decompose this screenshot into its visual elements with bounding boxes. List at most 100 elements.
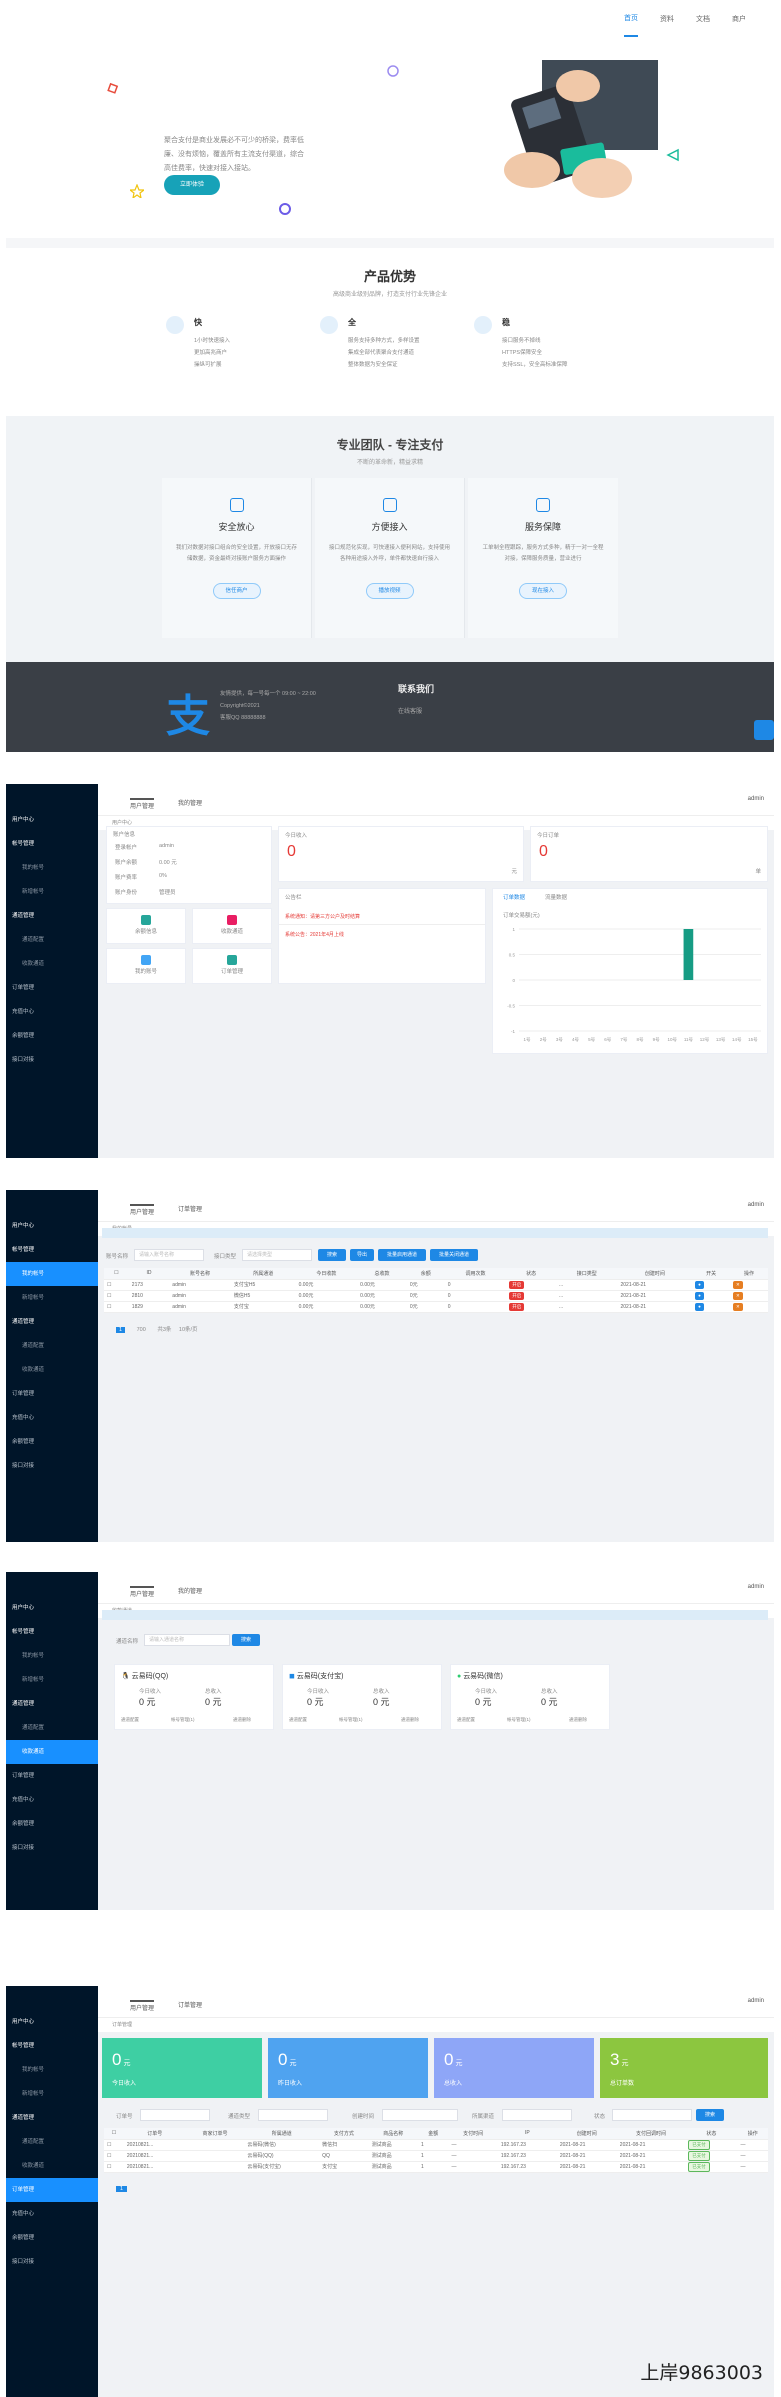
sidebar-item[interactable]: 通道配置 (22, 2139, 45, 2145)
export-button[interactable]: 导出 (350, 1249, 374, 1261)
channel-type-input[interactable] (258, 2109, 328, 2121)
sidebar-item[interactable]: 收款通道 (22, 961, 45, 967)
nav-api[interactable]: 文档 (696, 16, 710, 23)
sidebar-item[interactable]: 充值中心 (12, 1415, 35, 1421)
source-input[interactable] (502, 2109, 572, 2121)
sidebar-item[interactable]: 我的帐号 (22, 2067, 45, 2073)
pagination[interactable]: 1 (116, 2186, 128, 2192)
search-button[interactable]: 搜索 (232, 1634, 260, 1646)
user-menu[interactable]: admin (747, 1998, 764, 2004)
date-range-input[interactable] (382, 2109, 458, 2121)
notice-item[interactable]: 系统公告：2021年4月上线 (285, 932, 344, 938)
shortcut-balance[interactable]: 余额信息 (106, 908, 186, 944)
sidebar-item[interactable]: 通道管理 (12, 1319, 35, 1325)
sidebar-item-active[interactable]: 订单管理 (6, 2178, 98, 2202)
sidebar-item[interactable]: 我的帐号 (22, 1653, 45, 1659)
chat-icon[interactable] (754, 720, 774, 740)
user-menu[interactable]: admin (747, 796, 764, 802)
sidebar-item[interactable]: 我的帐号 (22, 865, 45, 871)
delete-link[interactable]: 通道删除 (401, 1717, 419, 1722)
sidebar-item-active[interactable]: 收款通道 (6, 1740, 98, 1764)
notice-item[interactable]: 系统通知：请第三方公户及时结算 (279, 905, 485, 925)
chart-tab-orders[interactable]: 订单数据 (503, 895, 526, 901)
tab-orders[interactable]: 订单管理 (178, 1207, 203, 1213)
batch-disable-button[interactable]: 批量关闭通道 (430, 1249, 478, 1261)
search-button[interactable]: 搜索 (318, 1249, 346, 1261)
sidebar-item[interactable]: 帐号管理 (12, 1247, 35, 1253)
toggle-switch[interactable]: ● (692, 1279, 731, 1291)
sidebar-item[interactable]: 通道配置 (22, 1343, 45, 1349)
sidebar-item-active[interactable]: 我的帐号 (6, 1262, 98, 1286)
sidebar-item[interactable]: 余额管理 (12, 1439, 35, 1445)
hero-try-button[interactable]: 立即体验 (164, 175, 220, 195)
row-checkbox[interactable]: ☐ (104, 2161, 124, 2173)
account-link[interactable]: 帐号管理(1) (339, 1717, 363, 1722)
tab-user[interactable]: 用户管理 (130, 1586, 155, 1598)
page-current[interactable]: 1 (116, 1327, 126, 1333)
tab-orders[interactable]: 订单管理 (178, 2003, 203, 2009)
row-actions[interactable]: — (737, 2139, 768, 2151)
page-jump[interactable]: 700 (136, 1327, 146, 1333)
user-menu[interactable]: admin (747, 1584, 764, 1590)
sidebar-item[interactable]: 用户中心 (12, 817, 35, 823)
sidebar-item[interactable]: 用户中心 (12, 2019, 35, 2025)
sidebar-item[interactable]: 接口对接 (12, 2259, 35, 2265)
account-link[interactable]: 帐号管理(1) (507, 1717, 531, 1722)
tab-user[interactable]: 用户管理 (130, 2000, 155, 2012)
order-no-input[interactable] (140, 2109, 210, 2121)
channel-name-input[interactable]: 请输入通道名称 (144, 1634, 230, 1646)
page-current[interactable]: 1 (116, 2186, 128, 2192)
tab-user[interactable]: 用户管理 (130, 1204, 155, 1216)
sidebar-item[interactable]: 帐号管理 (12, 1629, 35, 1635)
row-checkbox[interactable]: ☐ (104, 2150, 124, 2162)
sidebar-item[interactable]: 充值中心 (12, 1009, 35, 1015)
card-button[interactable]: 信任商户 (212, 583, 261, 599)
card-button[interactable]: 现在接入 (519, 583, 567, 599)
sidebar-item[interactable]: 余额管理 (12, 1821, 35, 1827)
config-link[interactable]: 通道配置 (457, 1717, 475, 1722)
type-select[interactable]: 请选择类型 (242, 1249, 312, 1261)
sidebar-item[interactable]: 通道配置 (22, 1725, 45, 1731)
sidebar-item[interactable]: 订单管理 (12, 1391, 35, 1397)
sidebar-item[interactable]: 充值中心 (12, 2211, 35, 2217)
tab-mine[interactable]: 我的管理 (178, 1589, 203, 1595)
sidebar-item[interactable]: 接口对接 (12, 1057, 35, 1063)
sidebar-item[interactable]: 通道配置 (22, 937, 45, 943)
delete-button[interactable]: ✕ (733, 1280, 743, 1289)
search-button[interactable]: 搜索 (696, 2109, 724, 2121)
sidebar-item[interactable]: 新增帐号 (22, 1295, 45, 1301)
sidebar-item[interactable]: 余额管理 (12, 1033, 35, 1039)
pagination[interactable]: 1 700 共3条 10条/页 (116, 1325, 198, 1333)
sidebar-item[interactable]: 通道管理 (12, 1701, 35, 1707)
sidebar-item[interactable]: 订单管理 (12, 1773, 35, 1779)
sidebar-item[interactable]: 通道管理 (12, 913, 35, 919)
sidebar-item[interactable]: 收款通道 (22, 1367, 45, 1373)
row-actions[interactable]: — (737, 2150, 768, 2162)
shortcut-channel[interactable]: 收款通道 (192, 908, 272, 944)
shortcut-account[interactable]: 我的账号 (106, 948, 186, 984)
page-size-select[interactable]: 10条/页 (178, 1327, 198, 1333)
delete-button[interactable]: ✕ (733, 1291, 743, 1300)
config-link[interactable]: 通道配置 (289, 1717, 307, 1722)
sidebar-item[interactable]: 帐号管理 (12, 2043, 35, 2049)
batch-enable-button[interactable]: 批量启用通道 (378, 1249, 426, 1261)
checkbox-header[interactable]: ☐ (104, 1268, 129, 1280)
sidebar-item[interactable]: 用户中心 (12, 1223, 35, 1229)
config-link[interactable]: 通道配置 (121, 1717, 139, 1722)
tab-user[interactable]: 用户管理 (130, 798, 155, 810)
tab-mine[interactable]: 我的管理 (178, 801, 203, 807)
row-checkbox[interactable]: ☐ (104, 1279, 129, 1291)
sidebar-item[interactable]: 用户中心 (12, 1605, 35, 1611)
toggle-switch[interactable]: ● (692, 1290, 731, 1302)
contact-online[interactable]: 在线客服 (398, 709, 423, 715)
sidebar-item[interactable]: 订单管理 (12, 985, 35, 991)
row-actions[interactable]: — (737, 2161, 768, 2173)
sidebar-item[interactable]: 充值中心 (12, 1797, 35, 1803)
nav-docs[interactable]: 资料 (660, 16, 674, 23)
account-name-input[interactable]: 请输入账号名称 (134, 1249, 204, 1261)
row-checkbox[interactable]: ☐ (104, 2139, 124, 2151)
checkbox-header[interactable]: ☐ (104, 2128, 124, 2140)
sidebar-item[interactable]: 收款通道 (22, 2163, 45, 2169)
toggle-switch[interactable]: ● (692, 1301, 731, 1313)
sidebar-item[interactable]: 新增帐号 (22, 2091, 45, 2097)
